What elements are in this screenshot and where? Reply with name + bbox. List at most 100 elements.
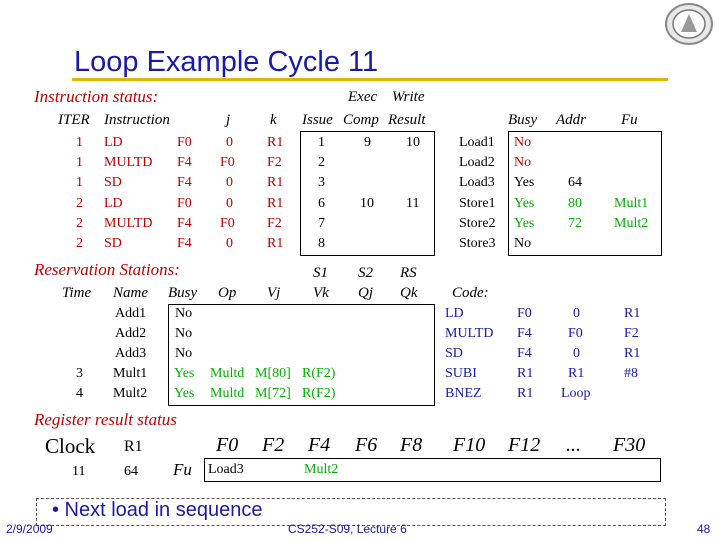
issue-cell: 3 [318,175,325,190]
header-busy: Busy [508,112,538,128]
iter-cell: 1 [76,155,83,170]
buffer-addr: 72 [568,216,582,231]
rs-qj: R(F2) [302,386,336,401]
rs-name: Mult2 [113,386,148,401]
buffer-name: Load3 [459,175,495,190]
code-arg: R1 [624,306,641,321]
buffer-addr: 80 [568,196,582,211]
rs-qj: R(F2) [302,366,336,381]
university-seal-logo [665,3,713,45]
buffer-name: Load2 [459,155,495,170]
iter-cell: 2 [76,196,83,211]
instruction-status-title: Instruction status: [34,87,159,106]
rs-time: 3 [76,366,83,381]
code-op: LD [445,306,464,321]
header-code: Code: [452,285,489,301]
op-cell: LD [104,196,123,211]
header-rs-busy: Busy [168,285,198,301]
reg-header: F4 [308,434,331,456]
footer-course: CS252-S09, Lecture 6 [288,522,407,536]
result-cell: 10 [406,135,420,150]
code-op: SUBI [445,366,477,381]
bullet-frame [36,498,666,526]
k-cell: F2 [267,216,282,231]
dest-cell: F4 [177,236,192,251]
rs-busy: No [175,306,193,321]
iter-cell: 1 [76,135,83,150]
rs-name: Mult1 [113,366,148,381]
clock-label: Clock [45,434,96,458]
k-cell: F2 [267,155,282,170]
dest-cell: F4 [177,216,192,231]
reg-header: F30 [613,434,646,456]
header-qj: Qj [358,285,373,301]
reservation-stations-title: Reservation Stations: [34,260,180,279]
comp-cell: 9 [364,135,371,150]
buffer-busy: No [514,236,532,251]
header-time: Time [62,285,92,301]
code-arg: R1 [568,366,585,381]
code-op: BNEZ [445,386,482,401]
issue-cell: 1 [318,135,325,150]
rs-vk: M[80] [255,366,291,381]
result-cell: 11 [406,196,420,211]
header-s1: S1 [313,265,328,281]
code-arg: #8 [624,366,638,381]
j-cell: 0 [226,236,233,251]
k-cell: R1 [267,175,284,190]
k-cell: R1 [267,196,284,211]
rs-time: 4 [76,386,83,401]
header-fu: Fu [621,112,638,128]
footer-page: 48 [697,522,711,536]
rs-op: Multd [210,366,245,381]
header-rs: RS [400,265,417,281]
k-cell: R1 [267,236,284,251]
issue-cell: 2 [318,155,325,170]
r1-value: 64 [124,464,138,479]
reg-header: F6 [355,434,378,456]
buffer-busy: No [514,155,532,170]
reg-header: F8 [400,434,423,456]
buffer-busy: Yes [514,175,535,190]
buffer-name: Load1 [459,135,495,150]
op-cell: MULTD [104,216,153,231]
header-exec: Exec [348,89,378,105]
r1-label: R1 [124,438,143,455]
header-write: Write [392,89,425,105]
op-cell: MULTD [104,155,153,170]
bullet-text: • Next load in sequence [52,499,263,521]
op-cell: LD [104,135,123,150]
rs-vk: M[72] [255,386,291,401]
j-cell: F0 [220,155,235,170]
code-op: SD [445,346,463,361]
reservation-box [168,304,435,406]
code-op: MULTD [445,326,494,341]
iter-cell: 2 [76,236,83,251]
buffer-name: Store3 [459,236,496,251]
buffer-box [508,131,662,256]
register-status-box [204,458,661,482]
buffer-name: Store2 [459,216,496,231]
reg-fu-value: Load3 [208,462,244,477]
title-underline [72,78,668,81]
buffer-busy: Yes [514,216,535,231]
code-arg: F2 [624,326,639,341]
reg-header: F0 [216,434,239,456]
code-arg: F0 [568,326,583,341]
code-arg: R1 [624,346,641,361]
buffer-fu: Mult2 [614,216,649,231]
header-result: Result [388,112,426,128]
issue-cell: 6 [318,196,325,211]
comp-cell: 10 [360,196,374,211]
iter-cell: 1 [76,175,83,190]
dest-cell: F0 [177,196,192,211]
dest-cell: F0 [177,135,192,150]
dest-cell: F4 [177,175,192,190]
header-s2: S2 [358,265,373,281]
rs-name: Add1 [115,306,147,321]
slide-title: Loop Example Cycle 11 [74,46,379,78]
reg-header: F12 [508,434,541,456]
issue-cell: 8 [318,236,325,251]
rs-busy: No [175,346,193,361]
header-iter: ITER [58,112,90,128]
